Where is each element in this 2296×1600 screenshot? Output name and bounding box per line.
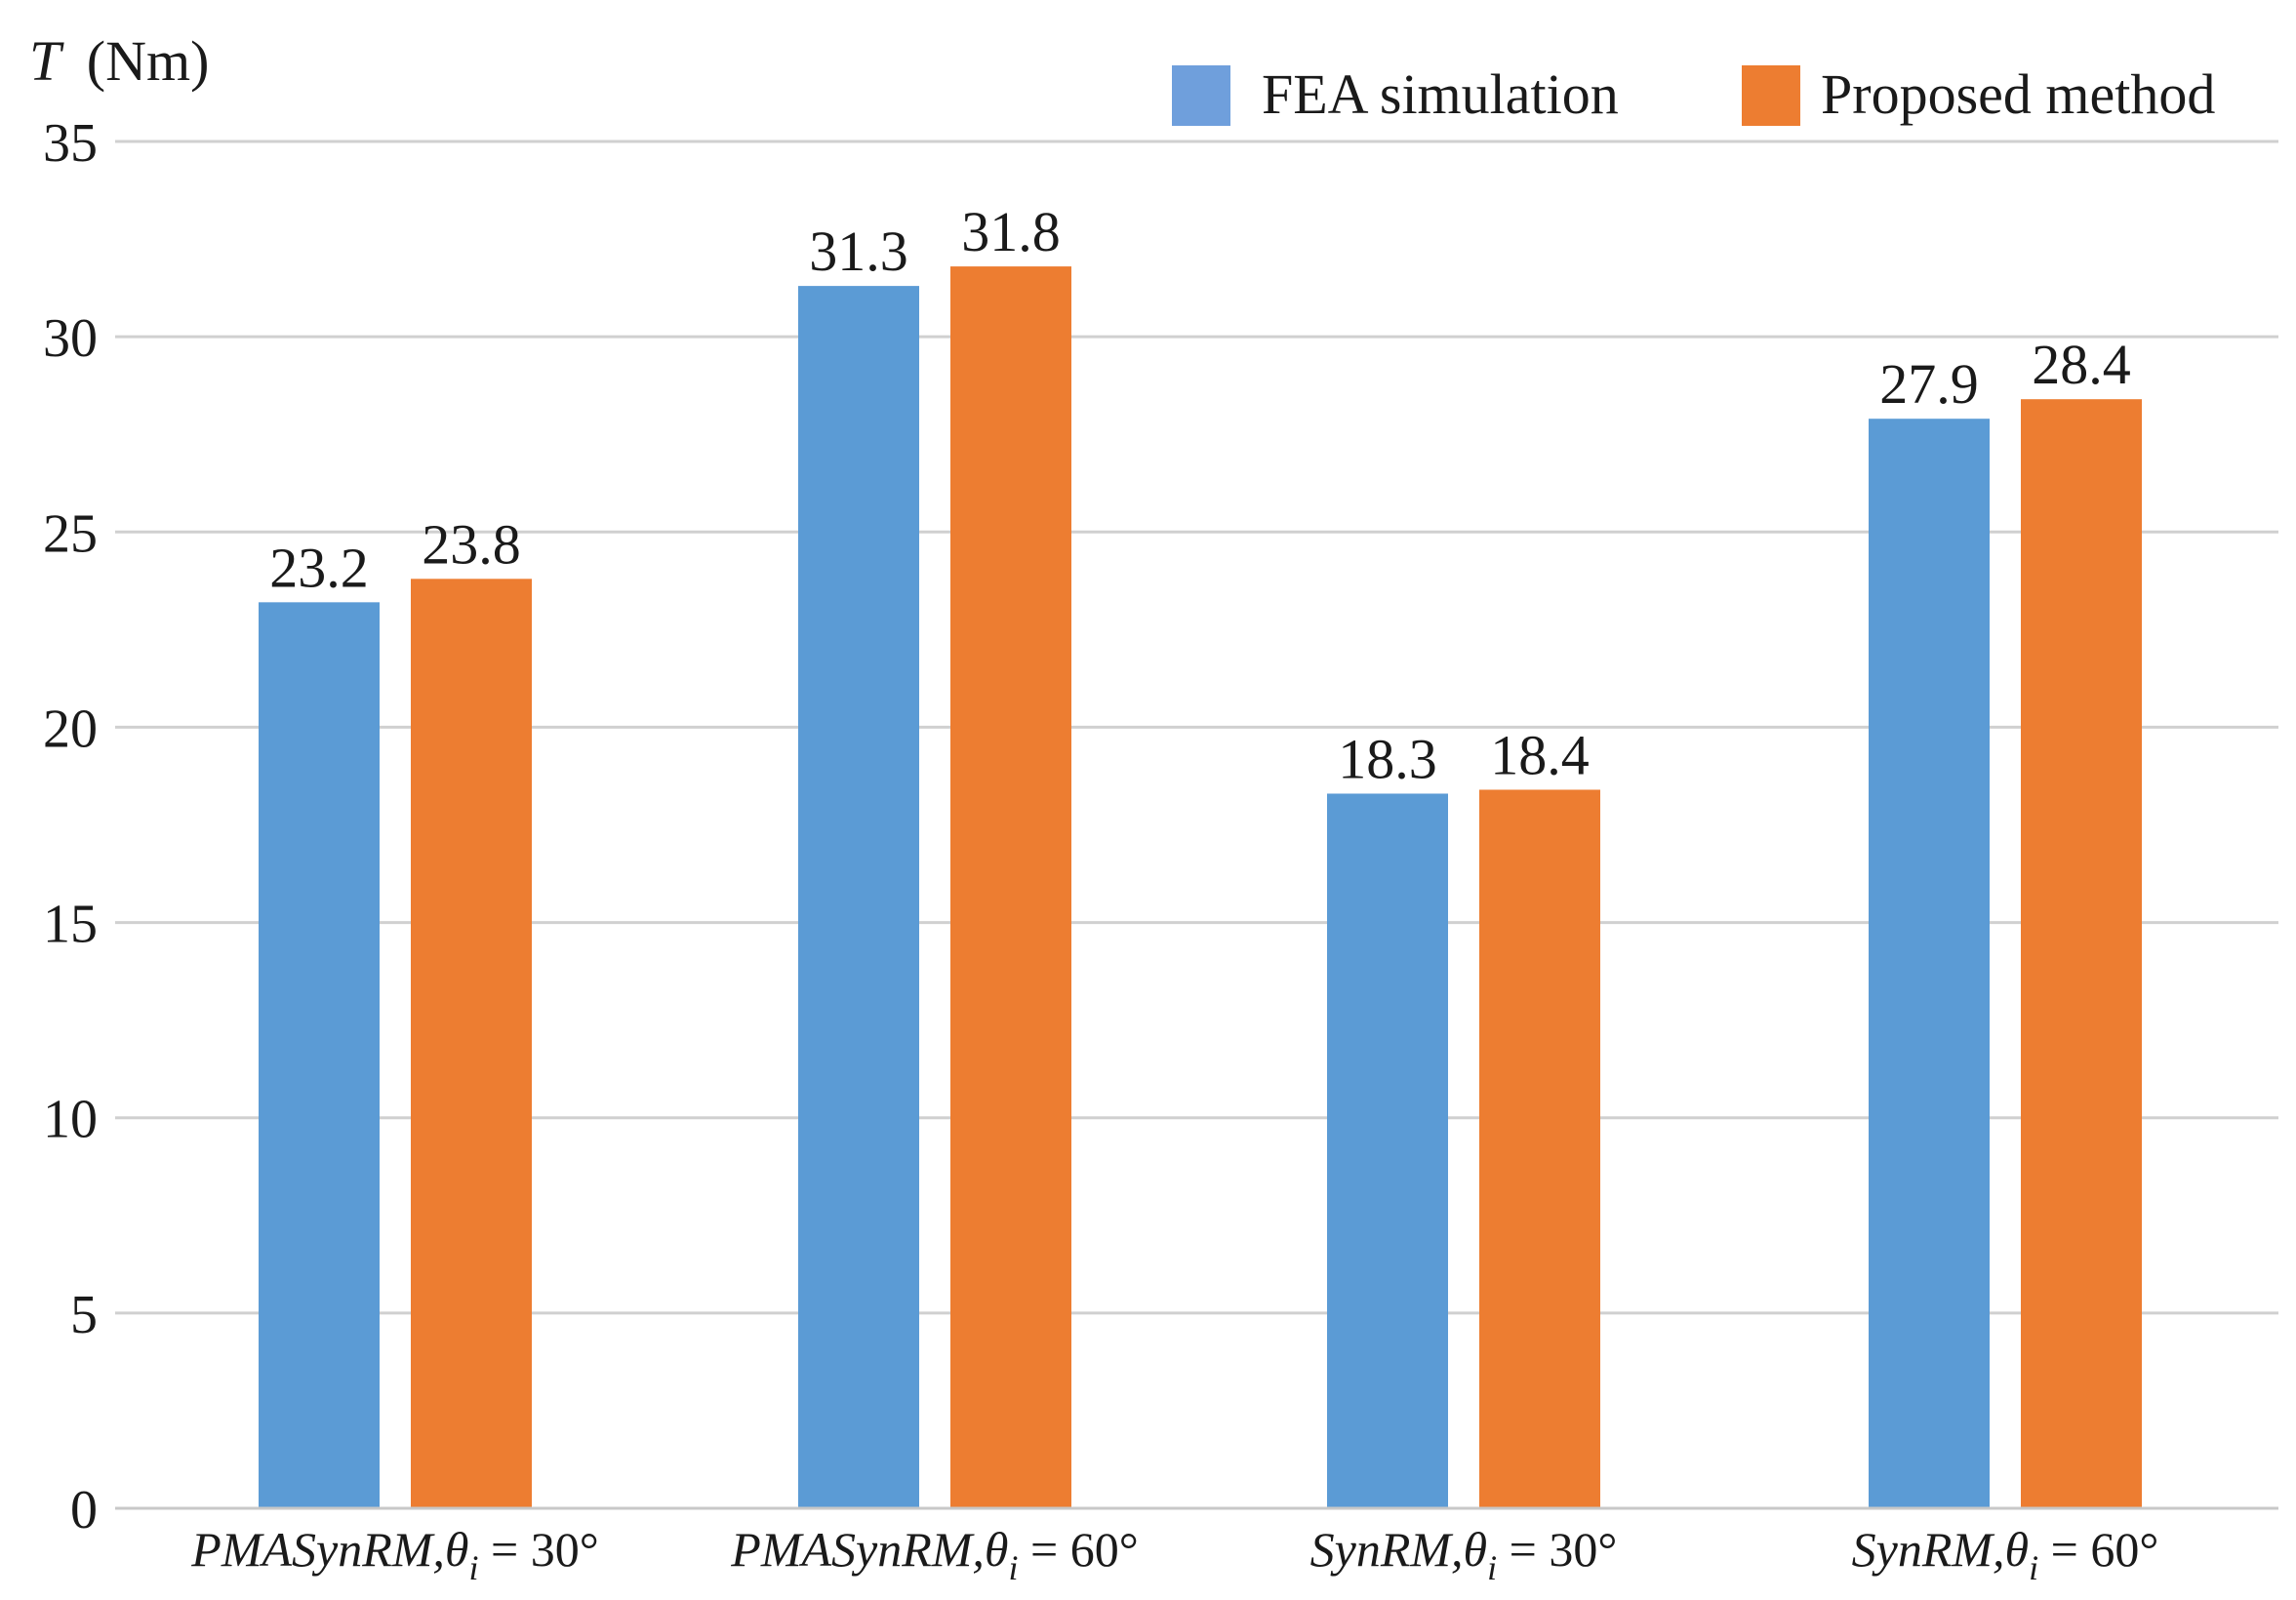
- data-label: 28.4: [2032, 333, 2131, 396]
- bar-fea-2: [1327, 793, 1448, 1508]
- bar-proposed-1: [950, 266, 1071, 1508]
- y-tick-label: 15: [43, 895, 98, 955]
- x-axis-categories: PMASynRM,θi = 30° PMASynRM,θi = 60° SynRM,…: [190, 1522, 2158, 1587]
- x-category-label: SynRM,θi = 60°: [1852, 1522, 2159, 1587]
- x-category-label: PMASynRM,θi = 30°: [190, 1522, 598, 1587]
- y-tick-label: 35: [43, 113, 98, 174]
- y-axis-symbol: T: [29, 29, 64, 93]
- data-label: 18.3: [1338, 727, 1437, 790]
- y-tick-label: 0: [70, 1480, 98, 1540]
- bar-fea-1: [798, 286, 919, 1508]
- bar-fea-0: [259, 602, 380, 1508]
- x-category-label: SynRM,θi = 30°: [1310, 1522, 1618, 1587]
- data-labels: 23.2 31.3 18.3 27.9 23.8 31.8 18.4 28.4: [115, 200, 2278, 1510]
- data-label: 31.8: [961, 200, 1061, 263]
- bars: [259, 266, 2142, 1508]
- data-label: 18.4: [1490, 723, 1590, 786]
- bar-proposed-0: [411, 579, 532, 1508]
- data-label: 27.9: [1879, 352, 1979, 416]
- bar-fea-3: [1869, 419, 1990, 1508]
- legend-swatch-proposed: [1742, 65, 1800, 126]
- legend: FEA simulation Proposed method: [1172, 62, 2215, 126]
- bar-proposed-2: [1479, 789, 1600, 1508]
- y-axis-title: T (Nm): [29, 29, 209, 93]
- y-axis-ticks: 0 5 10 15 20 25 30 35: [43, 113, 98, 1540]
- y-axis-unit: (Nm): [87, 29, 210, 93]
- legend-label-fea: FEA simulation: [1262, 62, 1619, 126]
- x-category-label: PMASynRM,θi = 60°: [730, 1522, 1138, 1587]
- data-label: 31.3: [809, 220, 908, 283]
- bar-proposed-3: [2021, 399, 2142, 1508]
- y-tick-label: 25: [43, 503, 98, 564]
- y-tick-label: 10: [43, 1090, 98, 1150]
- y-tick-label: 30: [43, 308, 98, 369]
- data-label: 23.2: [269, 536, 369, 599]
- y-tick-label: 20: [43, 699, 98, 759]
- data-label: 23.8: [422, 512, 521, 576]
- y-tick-label: 5: [70, 1285, 98, 1345]
- legend-label-proposed: Proposed method: [1821, 62, 2215, 126]
- legend-swatch-fea: [1172, 65, 1230, 126]
